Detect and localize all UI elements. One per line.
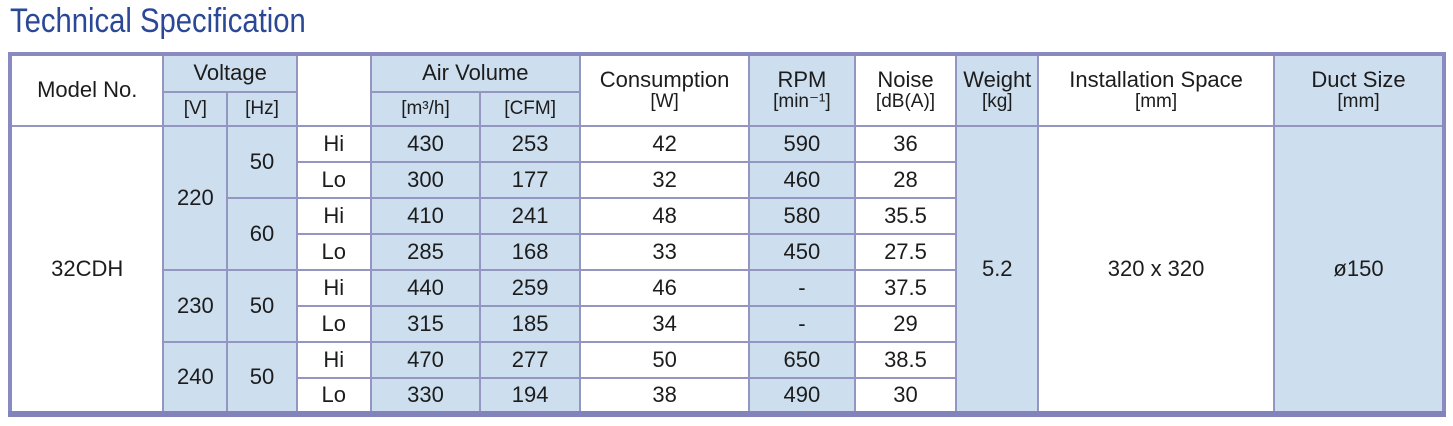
noise-cell: 35.5 bbox=[853, 197, 958, 235]
airvolume-m3h-cell: 330 bbox=[369, 377, 482, 415]
rpm-cell: 450 bbox=[748, 233, 856, 271]
duct-unit: [mm] bbox=[1337, 91, 1380, 113]
noise-cell: 28 bbox=[853, 161, 958, 199]
subheader-m3h: [m³/h] bbox=[369, 91, 482, 127]
duct-size-cell: ø150 bbox=[1273, 125, 1445, 415]
voltage-hz-cell: 50 bbox=[226, 125, 298, 199]
consumption-label: Consumption bbox=[599, 66, 730, 92]
table-row: Lo 330 194 38 490 30 bbox=[10, 377, 1444, 415]
table-row: 230 50 Hi 440 259 46 - 37.5 bbox=[10, 269, 1444, 343]
speed-cell: Lo bbox=[295, 377, 372, 415]
noise-unit: [dB(A)] bbox=[875, 91, 936, 113]
weight-unit: [kg] bbox=[981, 91, 1013, 113]
noise-cell: 36 bbox=[853, 125, 958, 163]
subheader-cfm: [CFM] bbox=[479, 91, 581, 127]
installation-unit: [mm] bbox=[1134, 91, 1178, 113]
technical-specification-table: Model No. Voltage Air Volume Consumption… bbox=[8, 52, 1446, 417]
voltage-v-cell: 240 bbox=[162, 341, 229, 415]
rpm-cell: 460 bbox=[748, 161, 856, 199]
noise-cell: 29 bbox=[853, 305, 958, 343]
airvolume-m3h-cell: 470 bbox=[369, 341, 482, 379]
noise-label: Noise bbox=[877, 66, 934, 92]
rpm-cell: - bbox=[748, 305, 856, 343]
subheader-volts: [V] bbox=[162, 91, 229, 127]
airvolume-m3h-cell: 410 bbox=[369, 197, 482, 235]
airvolume-cfm-cell: 259 bbox=[479, 269, 581, 307]
airvolume-m3h-cell: 440 bbox=[369, 269, 482, 307]
speed-cell: Lo bbox=[295, 233, 372, 271]
speed-cell: Hi bbox=[295, 269, 372, 307]
rpm-cell: 580 bbox=[748, 197, 856, 235]
col-header-model: Model No. bbox=[8, 53, 165, 127]
rpm-label: RPM bbox=[777, 66, 827, 92]
airvolume-cfm-cell: 277 bbox=[479, 341, 581, 379]
airvolume-m3h-cell: 315 bbox=[369, 305, 482, 343]
col-header-voltage: Voltage bbox=[162, 53, 298, 93]
installation-space-cell: 320 x 320 bbox=[1037, 125, 1276, 415]
weight-cell: 5.2 bbox=[955, 125, 1040, 415]
noise-cell: 30 bbox=[853, 377, 958, 415]
model-cell: 32CDH bbox=[8, 125, 165, 415]
rpm-cell: 590 bbox=[748, 125, 856, 163]
consumption-unit: [W] bbox=[650, 91, 679, 113]
airvolume-cfm-cell: 177 bbox=[479, 161, 581, 199]
duct-label: Duct Size bbox=[1311, 66, 1406, 92]
noise-cell: 38.5 bbox=[853, 341, 958, 379]
consumption-cell: 42 bbox=[578, 125, 751, 163]
airvolume-m3h-cell: 430 bbox=[369, 125, 482, 163]
voltage-hz-cell: 60 bbox=[226, 197, 298, 271]
consumption-cell: 38 bbox=[578, 377, 751, 415]
rpm-cell: - bbox=[748, 269, 856, 307]
speed-cell: Hi bbox=[295, 125, 372, 163]
consumption-cell: 50 bbox=[578, 341, 751, 379]
voltage-v-cell: 220 bbox=[162, 125, 229, 271]
consumption-cell: 48 bbox=[578, 197, 751, 235]
airvolume-m3h-cell: 285 bbox=[369, 233, 482, 271]
voltage-hz-cell: 50 bbox=[226, 269, 298, 343]
rpm-cell: 650 bbox=[748, 341, 856, 379]
voltage-v-cell: 230 bbox=[162, 269, 229, 343]
col-header-duct-size: Duct Size [mm] bbox=[1273, 53, 1445, 127]
col-header-noise: Noise [dB(A)] bbox=[853, 53, 958, 127]
col-header-speed-empty bbox=[295, 53, 372, 127]
col-header-consumption: Consumption [W] bbox=[578, 53, 751, 127]
noise-cell: 27.5 bbox=[853, 233, 958, 271]
table-row: Lo 315 185 34 - 29 bbox=[10, 305, 1444, 343]
table-row: Lo 300 177 32 460 28 bbox=[10, 161, 1444, 199]
page-title: Technical Specification bbox=[10, 2, 306, 40]
rpm-cell: 490 bbox=[748, 377, 856, 415]
table-row: Lo 285 168 33 450 27.5 bbox=[10, 233, 1444, 271]
table-row: 240 50 Hi 470 277 50 650 38.5 bbox=[10, 341, 1444, 415]
speed-cell: Lo bbox=[295, 161, 372, 199]
subheader-hertz: [Hz] bbox=[226, 91, 298, 127]
speed-cell: Lo bbox=[295, 305, 372, 343]
airvolume-cfm-cell: 168 bbox=[479, 233, 581, 271]
consumption-cell: 46 bbox=[578, 269, 751, 307]
table-row: 32CDH 220 50 Hi 430 253 42 590 36 5.2 32… bbox=[8, 125, 1445, 415]
col-header-rpm: RPM [min⁻¹] bbox=[748, 53, 856, 127]
consumption-cell: 32 bbox=[578, 161, 751, 199]
noise-cell: 37.5 bbox=[853, 269, 958, 307]
airvolume-m3h-cell: 300 bbox=[369, 161, 482, 199]
col-header-installation-space: Installation Space [mm] bbox=[1037, 53, 1276, 127]
airvolume-cfm-cell: 241 bbox=[479, 197, 581, 235]
airvolume-cfm-cell: 185 bbox=[479, 305, 581, 343]
installation-label: Installation Space bbox=[1069, 66, 1243, 92]
table-row: 60 Hi 410 241 48 580 35.5 bbox=[10, 197, 1444, 271]
rpm-unit: [min⁻¹] bbox=[773, 91, 831, 113]
airvolume-cfm-cell: 194 bbox=[479, 377, 581, 415]
voltage-hz-cell: 50 bbox=[226, 341, 298, 415]
speed-cell: Hi bbox=[295, 197, 372, 235]
speed-cell: Hi bbox=[295, 341, 372, 379]
consumption-cell: 33 bbox=[578, 233, 751, 271]
airvolume-cfm-cell: 253 bbox=[479, 125, 581, 163]
weight-label: Weight bbox=[963, 66, 1032, 92]
consumption-cell: 34 bbox=[578, 305, 751, 343]
col-header-air-volume: Air Volume bbox=[369, 53, 581, 93]
col-header-weight: Weight [kg] bbox=[955, 53, 1040, 127]
